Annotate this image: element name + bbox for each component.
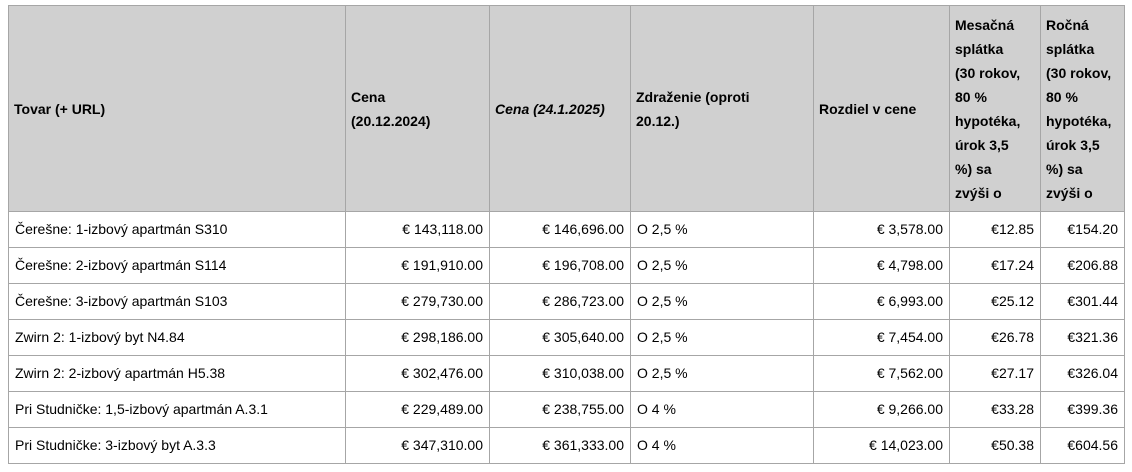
value-cell: O 2,5 %	[630, 283, 814, 320]
column-header-2: Cena (20.12.2024)	[345, 5, 490, 212]
column-header-6: Mesačná splátka (30 rokov, 80 % hypotéka…	[949, 5, 1041, 212]
value-cell: € 286,723.00	[489, 283, 631, 320]
value-cell: €17.24	[949, 247, 1041, 284]
value-cell: € 143,118.00	[345, 211, 490, 248]
value-cell: € 3,578.00	[813, 211, 950, 248]
value-cell: € 14,023.00	[813, 427, 950, 464]
value-cell: € 4,798.00	[813, 247, 950, 284]
value-cell: € 310,038.00	[489, 355, 631, 392]
value-cell: €12.85	[949, 211, 1041, 248]
column-header-4: Zdraženie (oproti 20.12.)	[630, 5, 814, 212]
value-cell: €33.28	[949, 391, 1041, 428]
value-cell: € 238,755.00	[489, 391, 631, 428]
value-cell: €27.17	[949, 355, 1041, 392]
value-cell: € 347,310.00	[345, 427, 490, 464]
value-cell: €326.04	[1040, 355, 1125, 392]
column-header-1: Tovar (+ URL)	[8, 5, 346, 212]
product-cell: Zwirn 2: 1-izbový byt N4.84	[8, 319, 346, 356]
product-cell: Pri Studničke: 1,5-izbový apartmán A.3.1	[8, 391, 346, 428]
product-cell: Zwirn 2: 2-izbový apartmán H5.38	[8, 355, 346, 392]
product-cell: Čerešne: 3-izbový apartmán S103	[8, 283, 346, 320]
table-row: Zwirn 2: 2-izbový apartmán H5.38 € 302,47…	[8, 355, 1125, 392]
value-cell: O 2,5 %	[630, 319, 814, 356]
column-header-5: Rozdiel v cene	[813, 5, 950, 212]
value-cell: € 361,333.00	[489, 427, 631, 464]
product-cell: Čerešne: 1-izbový apartmán S310	[8, 211, 346, 248]
table-row: Čerešne: 3-izbový apartmán S103 € 279,730…	[8, 283, 1125, 320]
value-cell: €154.20	[1040, 211, 1125, 248]
value-cell: € 6,993.00	[813, 283, 950, 320]
table-row: Zwirn 2: 1-izbový byt N4.84 € 298,186.00 €…	[8, 319, 1125, 356]
value-cell: O 2,5 %	[630, 247, 814, 284]
value-cell: € 229,489.00	[345, 391, 490, 428]
value-cell: €301.44	[1040, 283, 1125, 320]
table-row: Pri Studničke: 3-izbový byt A.3.3 € 347,3…	[8, 427, 1125, 464]
column-header-3: Cena (24.1.2025)	[489, 5, 631, 212]
value-cell: €50.38	[949, 427, 1041, 464]
value-cell: €206.88	[1040, 247, 1125, 284]
product-cell: Čerešne: 2-izbový apartmán S114	[8, 247, 346, 284]
product-cell: Pri Studničke: 3-izbový byt A.3.3	[8, 427, 346, 464]
value-cell: O 4 %	[630, 391, 814, 428]
value-cell: € 196,708.00	[489, 247, 631, 284]
table-body: Čerešne: 1-izbový apartmán S310 € 143,118…	[8, 211, 1125, 464]
header-row: Tovar (+ URL) Cena (20.12.2024) Cena (24.1…	[8, 5, 1125, 212]
value-cell: €26.78	[949, 319, 1041, 356]
value-cell: €321.36	[1040, 319, 1125, 356]
value-cell: O 4 %	[630, 427, 814, 464]
table-row: Čerešne: 1-izbový apartmán S310 € 143,118…	[8, 211, 1125, 248]
value-cell: €604.56	[1040, 427, 1125, 464]
value-cell: € 305,640.00	[489, 319, 631, 356]
value-cell: O 2,5 %	[630, 355, 814, 392]
value-cell: O 2,5 %	[630, 211, 814, 248]
value-cell: € 146,696.00	[489, 211, 631, 248]
column-header-7: Ročná splátka (30 rokov, 80 % hypotéka, …	[1040, 5, 1125, 212]
value-cell: € 9,266.00	[813, 391, 950, 428]
value-cell: € 302,476.00	[345, 355, 490, 392]
table-row: Pri Studničke: 1,5-izbový apartmán A.3.1…	[8, 391, 1125, 428]
value-cell: €399.36	[1040, 391, 1125, 428]
value-cell: € 191,910.00	[345, 247, 490, 284]
value-cell: €25.12	[949, 283, 1041, 320]
table-row: Čerešne: 2-izbový apartmán S114 € 191,910…	[8, 247, 1125, 284]
value-cell: € 279,730.00	[345, 283, 490, 320]
value-cell: € 7,454.00	[813, 319, 950, 356]
value-cell: € 7,562.00	[813, 355, 950, 392]
price-comparison-table: Tovar (+ URL) Cena (20.12.2024) Cena (24.1…	[8, 5, 1125, 464]
value-cell: € 298,186.00	[345, 319, 490, 356]
